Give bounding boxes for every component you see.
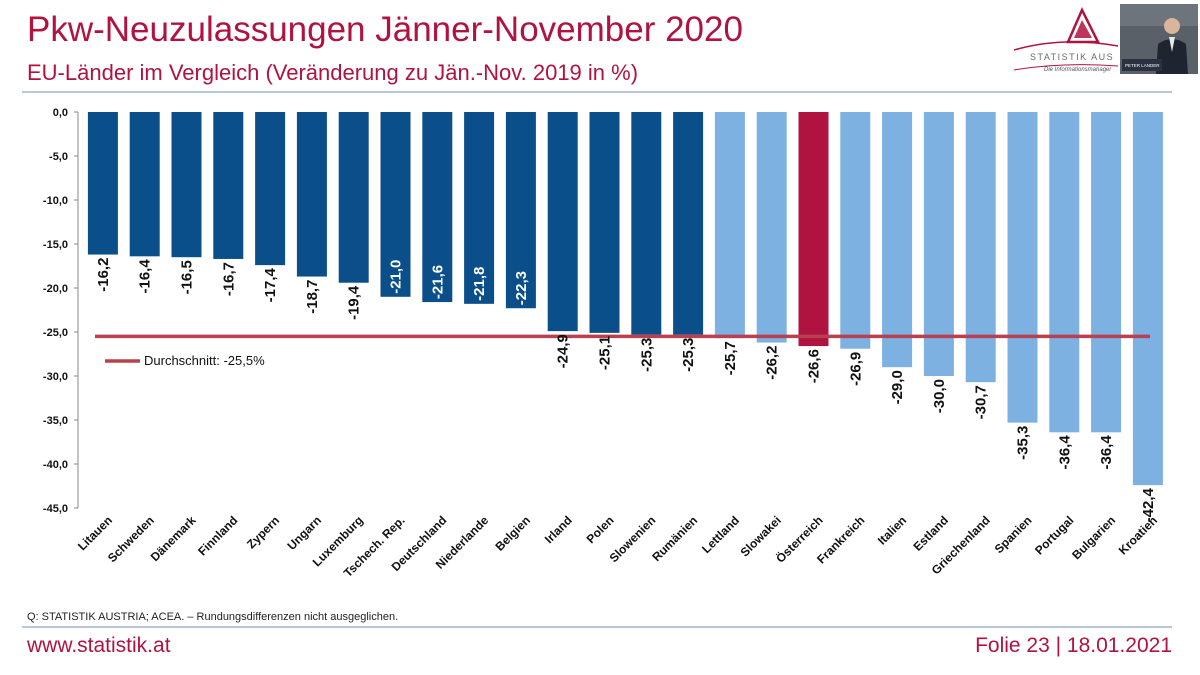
bar [255,112,286,266]
bar [296,112,327,277]
logo-text: STATISTIK AUS [1030,52,1115,62]
page-title: Pkw-Neuzulassungen Jänner-November 2020 [27,10,743,49]
value-label: -22,3 [513,271,530,305]
category-label: Rumänien [649,513,700,564]
category-label: Spanien [992,513,1035,556]
value-label: -30,0 [931,379,948,413]
y-tick-label: -40,0 [43,459,68,471]
value-label: -26,2 [764,346,781,380]
legend: Durchschnitt: -25,5% [105,353,265,368]
footer-divider [22,626,1172,628]
value-label: -26,6 [806,349,823,383]
value-label: -17,4 [262,267,279,302]
y-tick-label: -5,0 [49,151,68,163]
bar [1049,112,1080,433]
bar [464,112,495,304]
value-labels: -16,2 -16,4 -16,5 -16,7 -17,4 -18,7 -19,4 -21,0… [95,258,1157,523]
speaker-video-thumbnail: PETER LANDER [1120,4,1198,74]
value-label: -26,9 [847,352,864,386]
bar [673,112,704,335]
value-label: -30,7 [973,385,990,419]
bar [965,112,996,383]
bar [798,112,829,347]
category-label: Kroatien [1116,513,1160,557]
y-tick-label: -35,0 [43,415,68,427]
category-label: Belgien [492,513,533,554]
value-label: -36,4 [1098,435,1115,470]
bar [422,112,453,303]
bars [87,112,1163,486]
slide-info: Folie 23 | 18.01.2021 [975,634,1172,657]
value-label: -16,7 [220,262,237,296]
bar [923,112,954,376]
bar [1132,112,1163,486]
value-label: -35,3 [1015,426,1032,460]
bar [213,112,244,259]
category-label: Zypern [244,513,282,551]
value-label: -16,2 [95,258,112,292]
header-divider [22,91,1172,93]
value-label: -25,3 [638,338,655,372]
y-tick-label: 0,0 [53,107,68,119]
bar [1091,112,1122,433]
y-tick-label: -30,0 [43,371,68,383]
value-label: -36,4 [1056,435,1073,470]
value-label: -18,7 [304,280,321,314]
bar [840,112,871,349]
bar [882,112,913,368]
value-label: -21,8 [471,267,488,301]
category-label: Bulgarien [1069,513,1118,562]
y-axis-ticks: 0,0 -5,0 -10,0 -15,0 -20,0 -25,0 -30,0 -35,0 -40… [43,107,78,515]
y-tick-label: -10,0 [43,195,68,207]
bar [129,112,160,257]
value-label: -25,3 [680,338,697,372]
y-tick-label: -15,0 [43,239,68,251]
statistik-austria-logo [1013,7,1119,71]
bar [631,112,662,335]
bar [87,112,118,255]
bar [338,112,369,283]
category-label: Italien [875,513,909,547]
page-subtitle: EU-Länder im Vergleich (Veränderung zu J… [27,60,639,85]
value-label: -19,4 [346,285,363,320]
value-label: -16,4 [137,259,154,294]
bar [380,112,411,297]
category-label: Litauen [75,513,115,553]
bar [756,112,787,343]
bar [589,112,620,333]
value-label: -25,1 [597,336,614,370]
value-label: -25,7 [722,341,739,375]
category-label: Irland [542,513,575,546]
bar [171,112,202,258]
y-tick-label: -20,0 [43,283,68,295]
value-label: -29,0 [889,370,906,404]
source-note: Q: STATISTIK AUSTRIA; ACEA. – Rundungsdi… [27,611,399,623]
category-label: Ungarn [284,513,324,553]
legend-label: Durchschnitt: -25,5% [144,353,265,368]
value-label: -24,9 [555,334,572,368]
value-label: -16,5 [179,260,196,294]
video-caption: PETER LANDER [1125,63,1160,68]
bar [714,112,745,339]
category-label: Finnland [195,513,240,558]
value-label: -21,0 [388,260,405,294]
category-label: Lettland [699,513,742,556]
logo-tagline: Die Informationsmanager [1044,67,1112,73]
bar [505,112,536,309]
value-label: -42,4 [1140,487,1157,522]
category-label: Polen [584,513,617,546]
y-tick-label: -45,0 [43,503,68,515]
category-label: Estland [910,513,951,554]
bar [1007,112,1038,423]
website-link[interactable]: www.statistik.at [27,634,171,657]
bar [547,112,578,332]
category-label: Dänemark [148,513,199,564]
value-label: -21,6 [429,265,446,299]
y-tick-label: -25,0 [43,327,68,339]
